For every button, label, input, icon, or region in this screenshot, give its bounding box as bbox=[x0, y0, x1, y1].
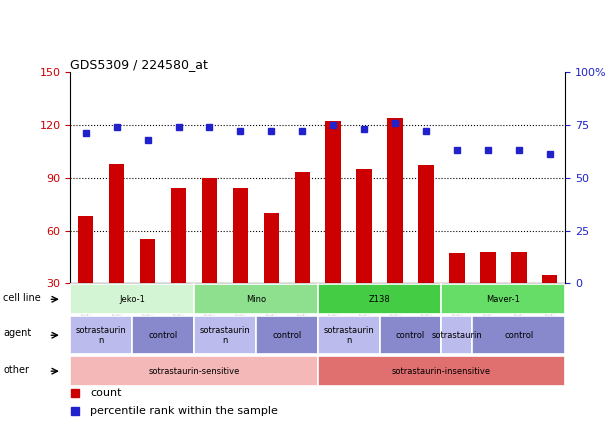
Text: sotrastaurin
n: sotrastaurin n bbox=[323, 326, 374, 345]
Bar bbox=[109, 164, 125, 283]
Text: Jeko-1: Jeko-1 bbox=[119, 295, 145, 304]
Bar bbox=[70, 356, 318, 386]
Bar bbox=[233, 188, 248, 283]
Text: control: control bbox=[396, 331, 425, 340]
Bar bbox=[442, 284, 565, 314]
Text: sotrastaurin-sensitive: sotrastaurin-sensitive bbox=[148, 367, 240, 376]
Bar bbox=[318, 356, 565, 386]
Text: sotrastaurin
n: sotrastaurin n bbox=[76, 326, 126, 345]
Text: count: count bbox=[90, 388, 122, 398]
Bar bbox=[318, 284, 442, 314]
Bar bbox=[202, 178, 217, 283]
Bar bbox=[132, 316, 194, 354]
Text: other: other bbox=[4, 365, 29, 375]
Bar bbox=[542, 275, 557, 283]
Text: GDS5309 / 224580_at: GDS5309 / 224580_at bbox=[70, 58, 208, 71]
Bar bbox=[442, 316, 472, 354]
Bar bbox=[263, 213, 279, 283]
Text: percentile rank within the sample: percentile rank within the sample bbox=[90, 406, 278, 416]
Bar bbox=[387, 118, 403, 283]
Text: control: control bbox=[272, 331, 301, 340]
Bar bbox=[70, 284, 194, 314]
Bar bbox=[472, 316, 565, 354]
Bar bbox=[511, 252, 527, 283]
Bar bbox=[194, 316, 256, 354]
Text: control: control bbox=[504, 331, 533, 340]
Text: Mino: Mino bbox=[246, 295, 266, 304]
Text: Z138: Z138 bbox=[368, 295, 390, 304]
Text: sotrastaurin
n: sotrastaurin n bbox=[200, 326, 251, 345]
Bar bbox=[70, 316, 132, 354]
Bar bbox=[318, 316, 379, 354]
Text: control: control bbox=[148, 331, 178, 340]
Text: cell line: cell line bbox=[4, 293, 41, 303]
Text: agent: agent bbox=[4, 328, 32, 338]
Bar bbox=[379, 316, 441, 354]
Bar bbox=[449, 253, 464, 283]
Bar bbox=[295, 173, 310, 283]
Bar bbox=[171, 188, 186, 283]
Text: Maver-1: Maver-1 bbox=[486, 295, 520, 304]
Text: sotrastaurin: sotrastaurin bbox=[431, 331, 482, 340]
Bar bbox=[326, 121, 341, 283]
Bar bbox=[256, 316, 318, 354]
Bar bbox=[356, 169, 372, 283]
Bar bbox=[480, 252, 496, 283]
Bar bbox=[419, 165, 434, 283]
Bar bbox=[78, 217, 93, 283]
Text: sotrastaurin-insensitive: sotrastaurin-insensitive bbox=[392, 367, 491, 376]
Bar bbox=[194, 284, 318, 314]
Bar bbox=[140, 239, 155, 283]
